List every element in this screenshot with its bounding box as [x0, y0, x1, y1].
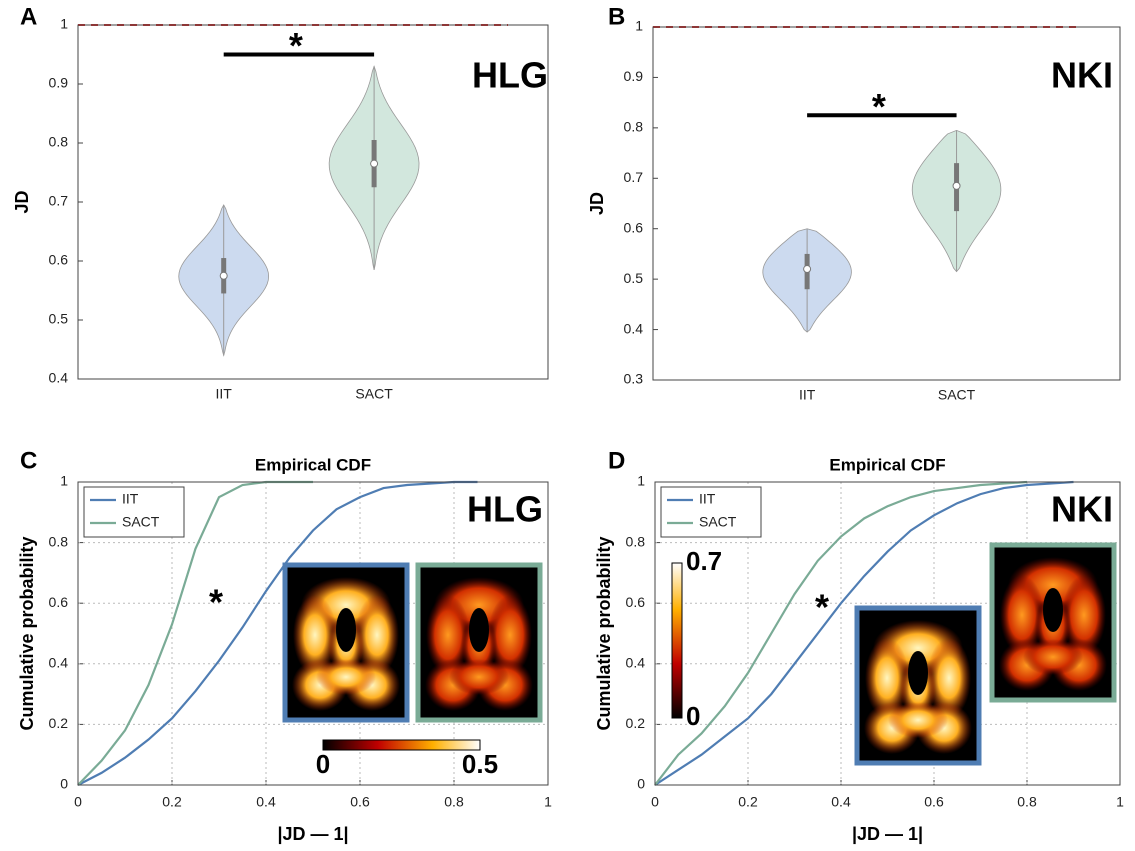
y-tick-label: 0.2	[626, 715, 646, 731]
colorbar-tick-label: 0.5	[462, 749, 498, 779]
x-tick-label: 0.4	[256, 794, 276, 810]
y-tick-label: 0.6	[49, 594, 69, 610]
colorbar	[323, 740, 480, 750]
x-tick-label: 0	[74, 794, 82, 810]
y-axis-label: JD	[12, 190, 32, 213]
legend-label: SACT	[699, 514, 737, 530]
y-tick-label: 0.6	[626, 594, 646, 610]
y-tick-label: 0.9	[624, 68, 644, 84]
annotation: HLG	[472, 55, 548, 96]
x-tick-label: IIT	[799, 387, 816, 403]
x-tick-label: 0.2	[738, 794, 758, 810]
y-tick-label: 1	[60, 16, 68, 32]
x-tick-label: 0.2	[162, 794, 182, 810]
significance: *	[872, 86, 886, 127]
brain-ventricle	[336, 608, 356, 652]
axes-box	[653, 27, 1120, 380]
x-tick-label: 0.8	[444, 794, 464, 810]
x-axis-label: |JD — 1|	[852, 824, 923, 844]
y-axis-label: Cumulative probability	[594, 536, 614, 730]
y-tick-label: 0.7	[49, 193, 69, 209]
x-tick-label: 0	[651, 794, 659, 810]
legend-label: IIT	[122, 491, 139, 507]
x-tick-label: 0.4	[831, 794, 851, 810]
y-tick-label: 0.5	[49, 311, 69, 327]
panel-label: C	[20, 447, 37, 474]
x-tick-label: SACT	[355, 386, 393, 402]
y-tick-label: 0.4	[49, 655, 69, 671]
brain-tissue	[449, 659, 509, 695]
legend-label: IIT	[699, 491, 716, 507]
x-tick-label: 0.8	[1017, 794, 1037, 810]
x-tick-label: 0.6	[350, 794, 370, 810]
annotation: NKI	[1051, 55, 1113, 96]
y-tick-label: 0.8	[626, 533, 646, 549]
colorbar-tick-label: 0	[316, 749, 330, 779]
brain-ventricle	[908, 651, 928, 695]
y-tick-label: 0.8	[49, 533, 69, 549]
significance: *	[815, 587, 829, 628]
colorbar-tick-label: 0.7	[686, 546, 722, 576]
chart-title: Empirical CDF	[255, 455, 371, 474]
y-tick-label: 0.8	[49, 134, 69, 150]
significance: *	[289, 25, 303, 66]
x-tick-label: SACT	[938, 387, 976, 403]
y-tick-label: 0.9	[49, 75, 69, 91]
y-tick-label: 1	[637, 473, 645, 489]
y-tick-label: 0.2	[49, 715, 69, 731]
x-tick-label: 0.6	[924, 794, 944, 810]
x-axis-label: |JD — 1|	[277, 824, 348, 844]
colorbar	[672, 563, 682, 718]
median	[804, 266, 811, 273]
brain-tissue	[888, 702, 948, 738]
y-axis-label: JD	[587, 192, 607, 215]
y-tick-label: 0.7	[624, 169, 644, 185]
y-tick-label: 0.8	[624, 119, 644, 135]
y-tick-label: 0.6	[49, 252, 69, 268]
brain-tissue	[316, 659, 376, 695]
y-tick-label: 0.5	[624, 270, 644, 286]
x-tick-label: IIT	[216, 386, 233, 402]
panel-label: A	[20, 3, 37, 30]
median	[220, 272, 227, 279]
y-tick-label: 0.6	[624, 219, 644, 235]
legend-label: SACT	[122, 514, 160, 530]
x-tick-label: 1	[1116, 794, 1124, 810]
y-tick-label: 0.3	[624, 371, 644, 387]
x-tick-label: 1	[544, 794, 552, 810]
brain-ventricle	[469, 608, 489, 652]
y-tick-label: 0.4	[49, 370, 69, 386]
y-tick-label: 1	[635, 18, 643, 34]
panel-label: B	[608, 3, 625, 30]
brain-tissue	[1023, 639, 1083, 675]
y-axis-label: Cumulative probability	[17, 536, 37, 730]
y-tick-label: 0	[60, 776, 68, 792]
chart-title: Empirical CDF	[829, 455, 945, 474]
y-tick-label: 0.4	[626, 655, 646, 671]
brain-ventricle	[1043, 588, 1063, 632]
annotation: NKI	[1051, 489, 1113, 530]
colorbar-tick-label: 0	[686, 701, 700, 731]
y-tick-label: 0	[637, 776, 645, 792]
y-tick-label: 0.4	[624, 320, 644, 336]
median	[953, 182, 960, 189]
panel-label: D	[608, 447, 625, 474]
y-tick-label: 1	[60, 473, 68, 489]
annotation: HLG	[467, 489, 543, 530]
significance: *	[209, 582, 223, 623]
median	[371, 160, 378, 167]
figure: A HLG 0.4 0.5 0.6 0.7 0.8 0.9 1 JD IIT SACT * B NKI 0.3…	[0, 0, 1135, 851]
